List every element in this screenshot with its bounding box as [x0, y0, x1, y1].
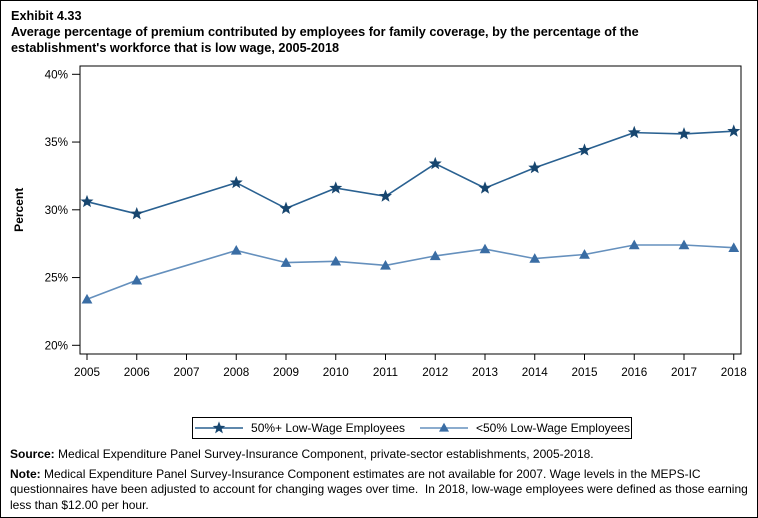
triangle-marker-swatch-icon	[420, 422, 468, 432]
series-line-2	[86, 244, 734, 300]
x-tick-label: 2012	[422, 366, 448, 379]
line-chart: 40% 35% 30% 25% 20% Percent 2005 2006 2007 2008 20…	[12, 65, 747, 379]
plot-area	[79, 65, 742, 355]
triangle-data-marker	[280, 257, 292, 267]
note-label: Note:	[10, 466, 41, 481]
note-text: Medical Expenditure Panel Survey-Insuran…	[10, 466, 752, 512]
star-data-marker	[727, 124, 741, 137]
star-data-marker	[578, 143, 591, 156]
y-tick-label: 20%	[45, 339, 68, 352]
star-data-marker	[80, 194, 94, 208]
triangle-data-marker	[230, 245, 242, 255]
triangle-data-marker	[579, 249, 590, 259]
y-tick-label: 30%	[45, 204, 68, 217]
y-tick-label: 35%	[45, 136, 68, 149]
legend-label: <50% Low-Wage Employees	[476, 421, 630, 435]
triangle-data-marker	[380, 259, 391, 270]
chart-legend: 50%+ Low-Wage Employees <50% Low-Wage Em…	[192, 417, 632, 439]
title-block: Exhibit 4.33 Average percentage of premi…	[11, 8, 711, 56]
star-marker-swatch-icon	[195, 421, 244, 434]
source-text: Medical Expenditure Panel Survey-Insuran…	[54, 447, 594, 461]
triangle-data-marker	[479, 243, 491, 254]
star-data-marker	[279, 201, 293, 214]
legend-entry-50plus-low-wage: 50%+ Low-Wage Employees	[194, 421, 405, 435]
star-data-marker	[229, 175, 243, 189]
legend-label: 50%+ Low-Wage Employees	[251, 421, 405, 435]
x-tick-label: 2016	[621, 366, 647, 379]
star-data-marker	[478, 181, 492, 194]
triangle-data-marker	[628, 239, 640, 250]
chart-title: Average percentage of premium contribute…	[11, 25, 639, 55]
exhibit-label: Exhibit 4.33	[11, 9, 82, 23]
x-tick-label: 2008	[223, 366, 249, 379]
star-data-marker	[329, 181, 343, 194]
x-tick-label: 2010	[323, 366, 350, 379]
x-tick-label: 2015	[571, 366, 598, 379]
x-tick-label: 2006	[124, 366, 150, 379]
x-tick-label: 2017	[671, 366, 697, 379]
series-line-1	[86, 130, 734, 215]
triangle-data-marker	[131, 274, 143, 285]
star-data-marker	[379, 189, 392, 202]
triangle-data-marker	[330, 255, 342, 266]
star-data-marker	[428, 156, 442, 170]
x-tick-label: 2009	[273, 366, 299, 379]
x-tick-label: 2013	[472, 366, 498, 379]
x-tick-label: 2005	[74, 366, 101, 379]
source-note: Source: Medical Expenditure Panel Survey…	[10, 447, 753, 463]
triangle-data-marker	[429, 250, 441, 261]
star-data-marker	[130, 207, 144, 220]
x-tick-label: 2007	[173, 366, 199, 379]
star-data-marker	[677, 127, 691, 140]
triangle-data-marker	[529, 253, 541, 263]
star-data-marker	[528, 160, 542, 174]
triangle-data-marker	[728, 242, 740, 252]
star-data-marker	[627, 125, 641, 139]
y-axis-title: Percent	[12, 188, 26, 232]
method-note: Note: Medical Expenditure Panel Survey-I…	[10, 467, 753, 514]
triangle-data-marker	[81, 293, 93, 304]
legend-entry-under50-low-wage: <50% Low-Wage Employees	[419, 421, 630, 435]
footnotes: Source: Medical Expenditure Panel Survey…	[10, 447, 753, 517]
y-tick-label: 25%	[45, 272, 68, 285]
x-tick-label: 2018	[721, 366, 747, 379]
triangle-data-marker	[678, 239, 690, 250]
x-tick-label: 2011	[373, 366, 398, 379]
y-tick-label: 40%	[45, 68, 68, 81]
source-label: Source:	[10, 447, 55, 461]
x-tick-label: 2014	[522, 366, 549, 379]
